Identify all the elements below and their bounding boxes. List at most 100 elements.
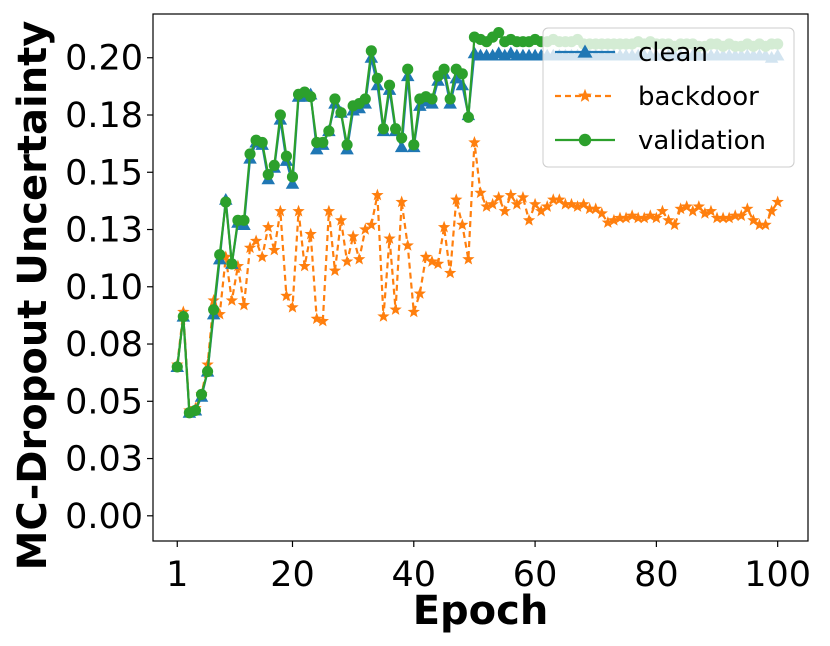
data-point-validation [202, 365, 214, 378]
data-point-validation [329, 93, 341, 105]
data-point-backdoor [747, 213, 760, 226]
data-point-validation [189, 404, 202, 417]
data-point-backdoor [353, 252, 366, 265]
data-point-backdoor [632, 211, 645, 224]
data-point-clean [394, 140, 409, 153]
data-point-backdoor [340, 255, 354, 267]
data-point-validation [426, 93, 438, 105]
data-point-backdoor [486, 197, 499, 210]
legend-marker [578, 133, 592, 147]
data-point-backdoor [656, 204, 669, 217]
data-point-backdoor [365, 218, 378, 231]
data-point-backdoor [710, 211, 724, 224]
data-point-clean [310, 142, 324, 155]
data-point-backdoor [280, 289, 293, 302]
data-point-backdoor [322, 204, 336, 217]
x-tick-label: 100 [744, 555, 811, 595]
data-point-validation [268, 159, 280, 171]
data-point-backdoor [698, 207, 712, 219]
data-point-backdoor [559, 197, 572, 210]
x-axis: 1 20 40 60 80 100 [166, 541, 811, 595]
data-point-backdoor [522, 213, 536, 226]
data-point-backdoor [553, 193, 566, 205]
data-point-backdoor [292, 204, 305, 217]
data-point-backdoor [480, 200, 493, 212]
data-point-backdoor [262, 220, 275, 233]
data-point-validation [220, 196, 232, 208]
data-point-backdoor [474, 186, 487, 199]
data-point-clean [285, 176, 300, 189]
legend-label: validation [638, 126, 766, 156]
data-point-backdoor [571, 200, 584, 212]
data-point-validation [408, 139, 420, 151]
data-point-validation [462, 111, 474, 123]
data-point-validation [286, 171, 299, 183]
x-tick-label: 20 [270, 555, 315, 595]
data-point-backdoor [716, 211, 730, 224]
data-point-backdoor [625, 209, 639, 222]
data-point-backdoor [765, 204, 778, 217]
data-point-backdoor [668, 218, 681, 231]
x-tick-label: 60 [513, 555, 558, 595]
data-point-backdoor [504, 188, 517, 201]
data-point-backdoor [619, 211, 633, 224]
data-point-backdoor [759, 218, 772, 231]
data-point-backdoor [595, 207, 608, 219]
data-point-backdoor [383, 232, 396, 244]
data-point-backdoor [771, 195, 784, 208]
data-point-backdoor [704, 204, 718, 217]
x-tick-label: 40 [392, 555, 437, 595]
data-point-validation [256, 136, 268, 149]
data-point-backdoor [286, 300, 299, 313]
data-point-backdoor [237, 298, 251, 311]
data-point-validation [214, 249, 226, 261]
data-point-backdoor [516, 190, 530, 203]
data-point-backdoor [225, 294, 239, 306]
y-tick-label: 0.15 [65, 153, 143, 193]
data-point-validation [383, 79, 396, 91]
data-point-backdoor [359, 223, 372, 235]
data-point-backdoor [583, 202, 596, 215]
data-point-backdoor [498, 204, 511, 217]
data-point-backdoor [401, 239, 414, 251]
legend-item-validation: validation [555, 126, 766, 156]
data-point-backdoor [450, 193, 463, 205]
data-point-backdoor [219, 250, 232, 263]
data-point-validation [226, 258, 238, 270]
data-point-validation [305, 91, 317, 103]
data-point-validation [371, 72, 383, 84]
data-point-backdoor [577, 197, 590, 210]
data-point-validation [377, 123, 390, 135]
data-point-backdoor [547, 193, 560, 205]
plot-area-frame [152, 13, 809, 542]
data-point-backdoor [534, 204, 548, 217]
data-point-validation [208, 304, 220, 316]
data-point-backdoor [510, 197, 524, 210]
data-point-validation [274, 109, 286, 121]
data-point-backdoor [607, 213, 621, 226]
data-point-validation [323, 125, 335, 137]
data-point-backdoor [213, 307, 226, 320]
y-tick-label: 0.18 [65, 96, 143, 136]
data-point-backdoor [413, 287, 427, 299]
data-point-backdoor [589, 202, 602, 215]
data-point-backdoor [638, 211, 651, 224]
y-tick-label: 0.13 [65, 211, 143, 251]
y-tick-label: 0.00 [65, 497, 143, 537]
data-point-validation [402, 63, 414, 75]
data-point-backdoor [431, 257, 445, 270]
legend-item-clean: clean [555, 38, 708, 68]
data-point-validation [177, 310, 189, 323]
data-point-backdoor [650, 211, 663, 224]
data-point-backdoor [674, 202, 687, 215]
data-point-backdoor [304, 227, 317, 240]
data-point-validation [456, 68, 468, 80]
x-axis-title: Epoch [413, 588, 549, 634]
data-point-backdoor [316, 314, 329, 327]
data-point-backdoor [735, 209, 748, 222]
data-point-validation [396, 132, 408, 144]
data-point-validation [195, 388, 208, 401]
data-point-backdoor [346, 229, 360, 242]
data-point-validation [359, 93, 371, 105]
